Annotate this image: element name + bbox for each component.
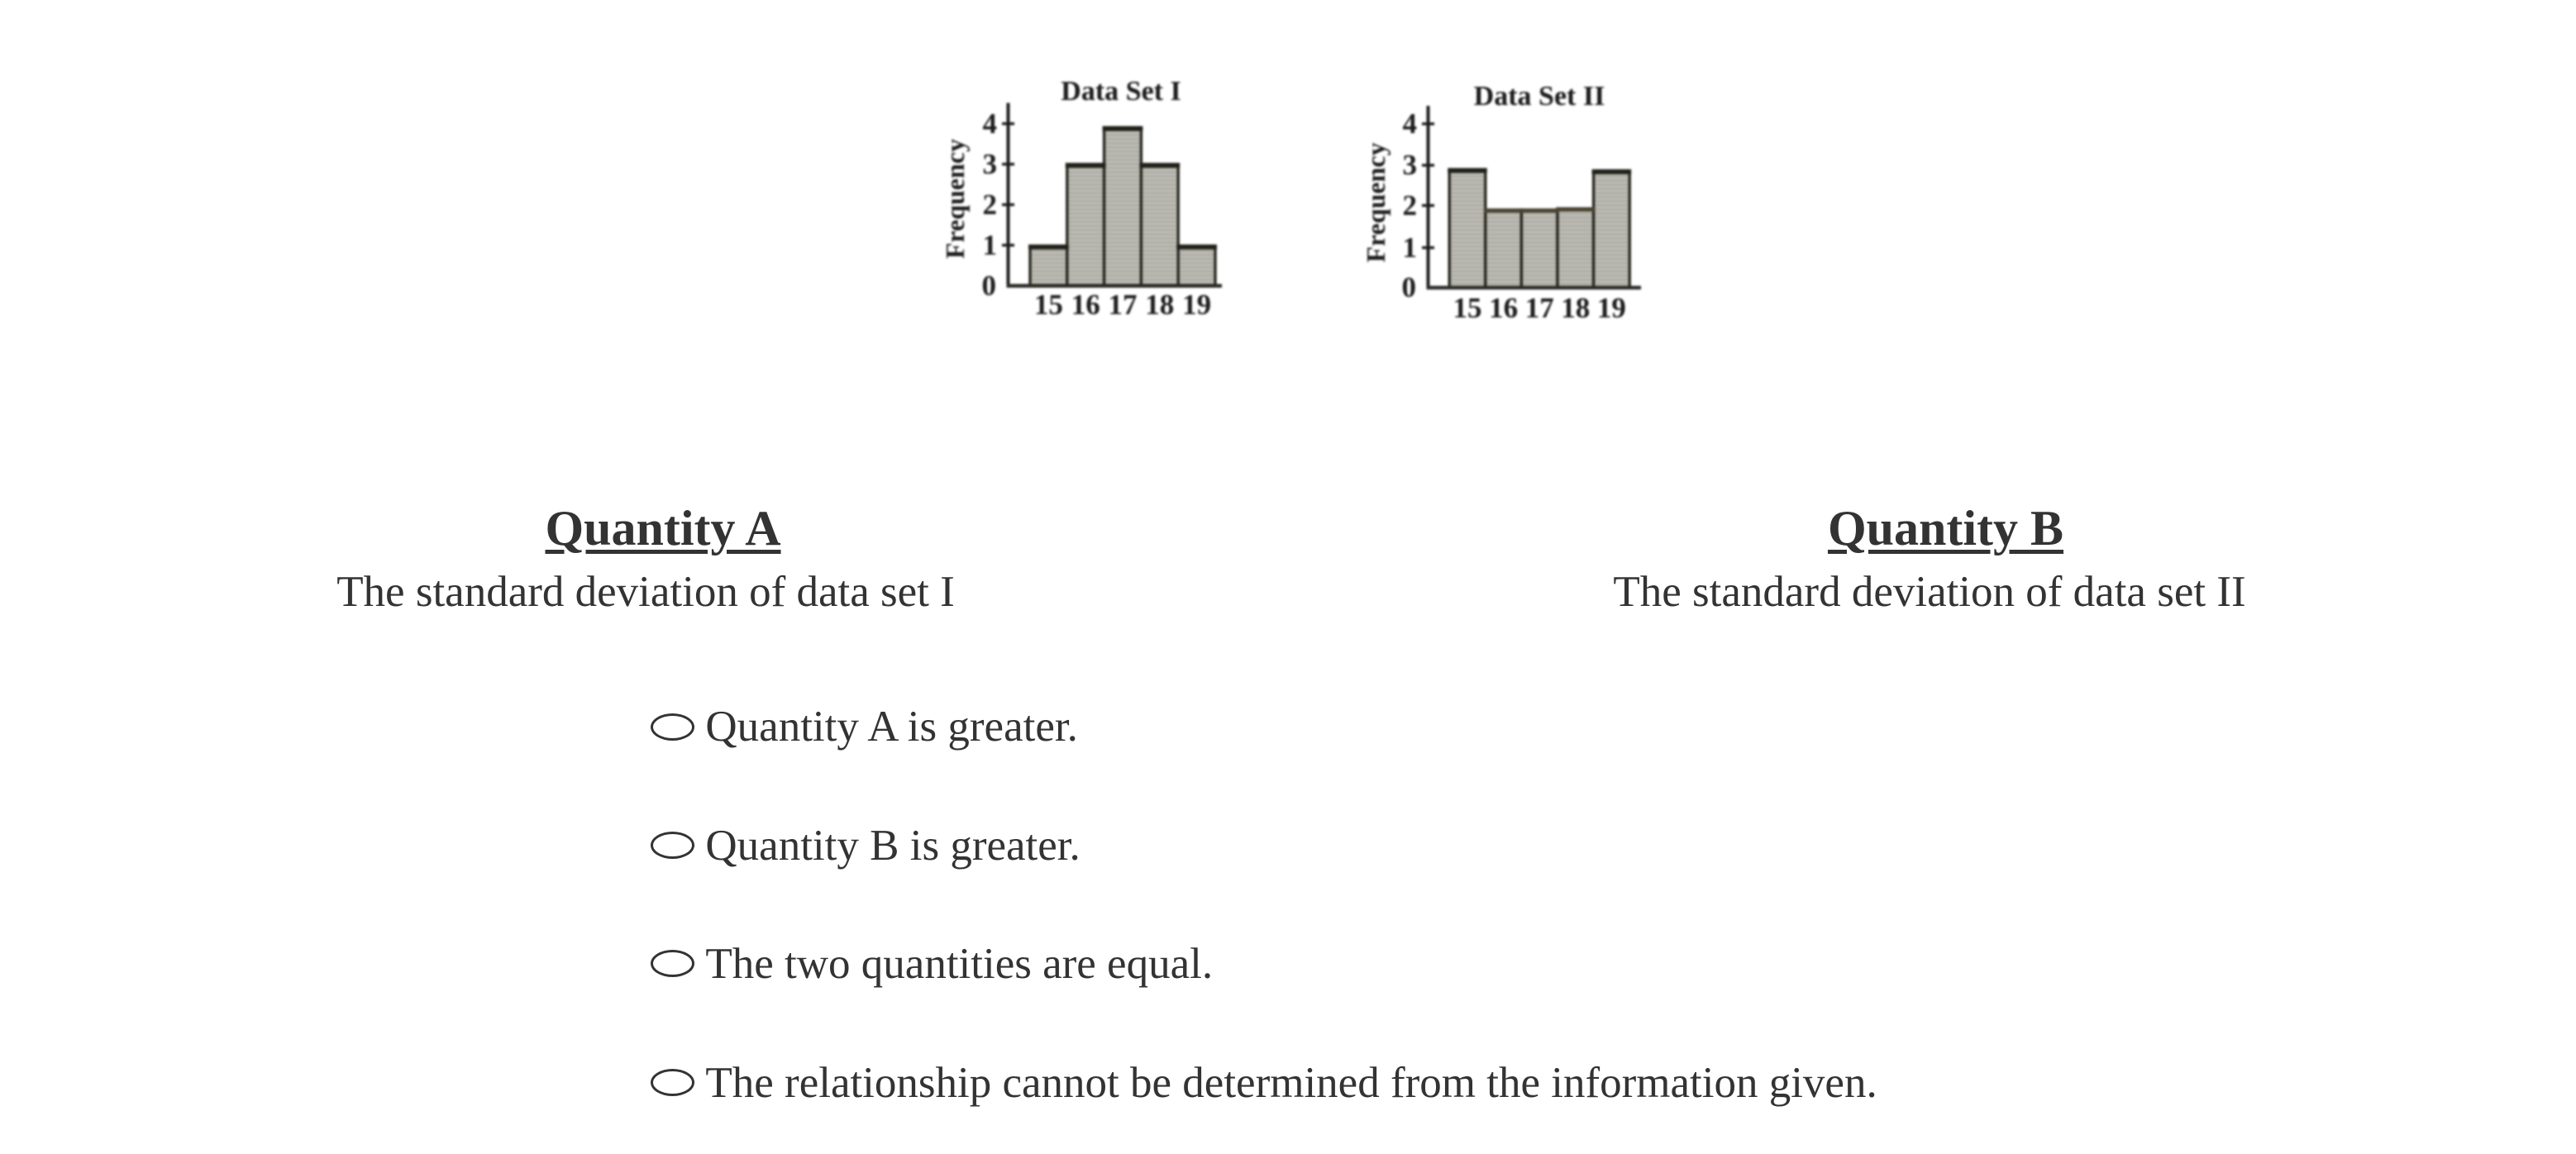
svg-text:19: 19 xyxy=(1597,292,1626,324)
svg-text:3: 3 xyxy=(1403,149,1418,181)
svg-text:18: 18 xyxy=(1561,292,1590,324)
svg-text:4: 4 xyxy=(983,107,998,140)
svg-text:16: 16 xyxy=(1489,292,1518,324)
svg-text:15: 15 xyxy=(1034,288,1063,321)
svg-text:1: 1 xyxy=(983,229,998,261)
svg-text:Frequency: Frequency xyxy=(940,139,970,259)
svg-text:15: 15 xyxy=(1453,292,1482,324)
svg-text:1: 1 xyxy=(1403,231,1418,264)
svg-text:0: 0 xyxy=(1402,271,1417,303)
svg-text:4: 4 xyxy=(1403,107,1418,140)
svg-text:18: 18 xyxy=(1145,288,1174,321)
svg-text:Data Set II: Data Set II xyxy=(1474,81,1605,112)
svg-text:17: 17 xyxy=(1109,288,1138,321)
svg-text:2: 2 xyxy=(983,188,998,221)
svg-text:17: 17 xyxy=(1525,292,1554,324)
svg-text:16: 16 xyxy=(1071,288,1100,321)
svg-text:Frequency: Frequency xyxy=(1361,142,1391,262)
svg-text:19: 19 xyxy=(1182,288,1211,321)
svg-text:Data Set I: Data Set I xyxy=(1061,76,1181,107)
svg-text:2: 2 xyxy=(1403,189,1418,222)
svg-text:0: 0 xyxy=(982,269,997,302)
svg-text:3: 3 xyxy=(983,148,998,180)
